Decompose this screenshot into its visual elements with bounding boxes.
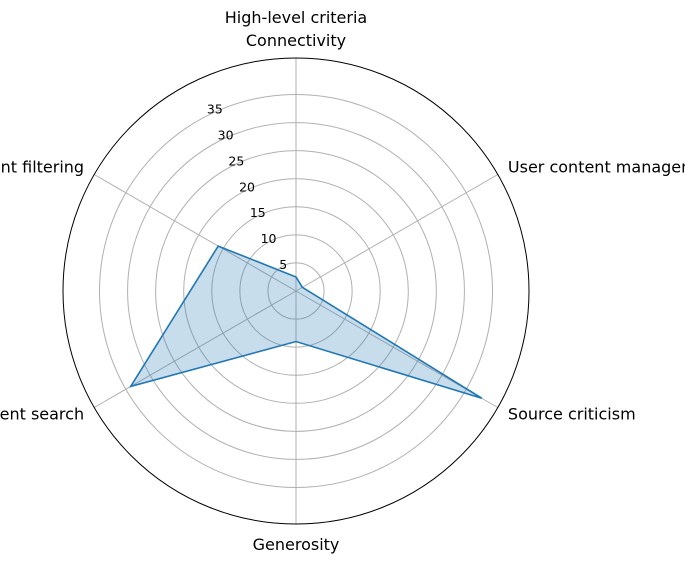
polar-frame — [62, 57, 530, 525]
chart-title: High-level criteria — [225, 8, 367, 27]
category-label-1: User content management/exploration — [508, 158, 685, 177]
category-label-5: Content filtering — [0, 158, 84, 177]
r-tick-label-10: 10 — [261, 231, 277, 246]
r-tick-label-30: 30 — [218, 127, 234, 142]
category-label-2: Source criticism — [508, 405, 636, 424]
category-label-0: Connectivity — [246, 31, 346, 50]
series-area-0 — [130, 246, 482, 399]
spoke-4 — [93, 290, 297, 408]
r-tick-label-25: 25 — [228, 153, 244, 168]
label-layer: 510 15 20 25 30 35 Connectivity User content ma… — [0, 31, 685, 554]
spoke-1 — [295, 174, 499, 292]
grid-layer — [62, 57, 530, 525]
r-tick-label-5: 5 — [279, 257, 287, 272]
r-tick-label-35: 35 — [207, 101, 223, 116]
r-tick-label-20: 20 — [239, 179, 255, 194]
data-layer — [128, 245, 483, 400]
r-tick-label-15: 15 — [250, 205, 266, 220]
spoke-5 — [93, 174, 297, 292]
category-label-3: Generosity — [253, 535, 340, 554]
category-label-4: Content search — [0, 405, 84, 424]
